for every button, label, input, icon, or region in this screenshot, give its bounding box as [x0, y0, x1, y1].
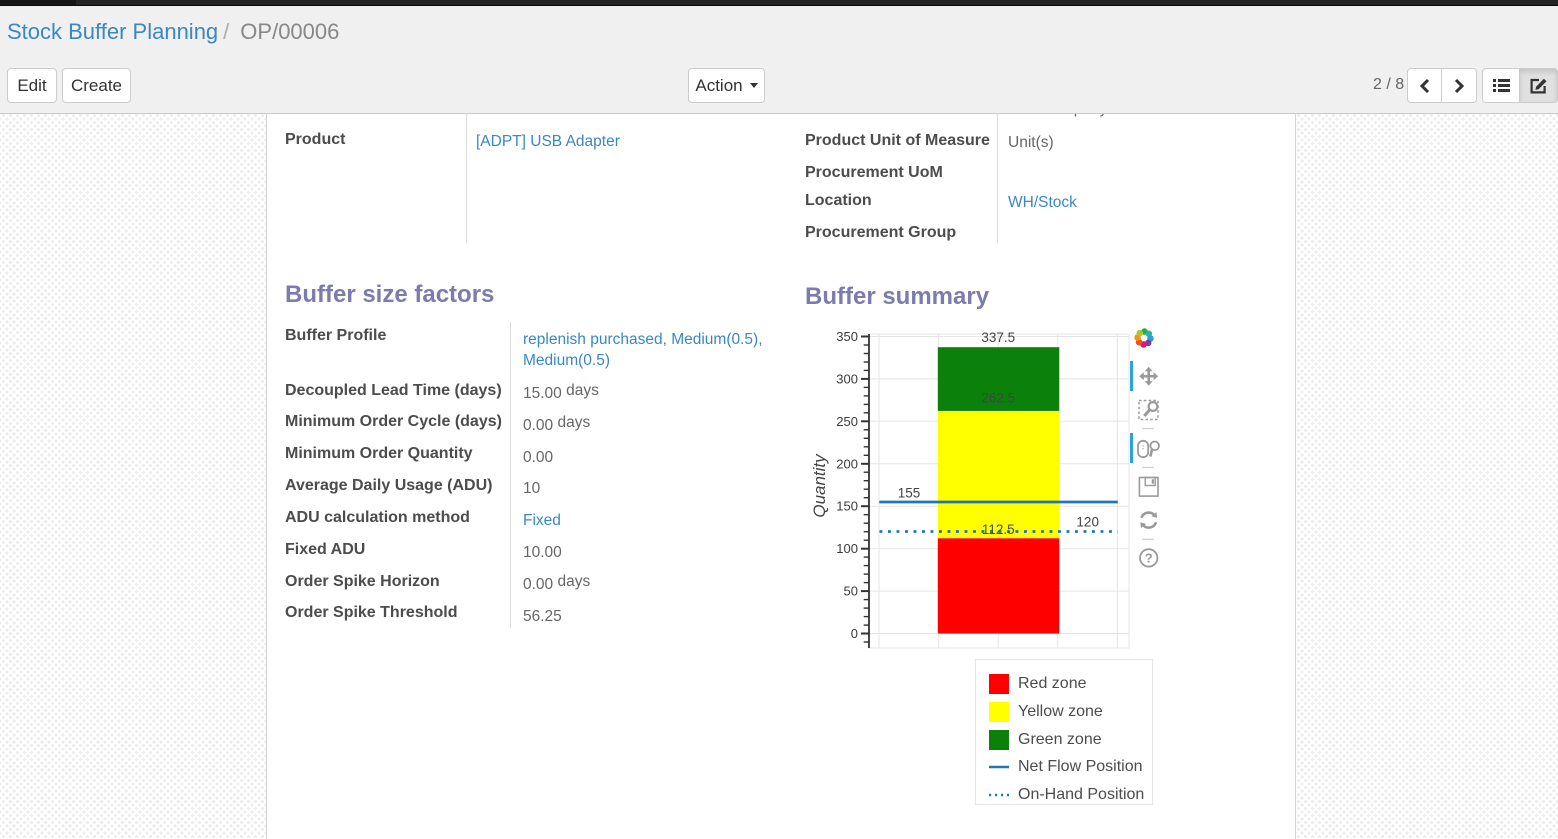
svg-text:Quantity: Quantity [810, 453, 829, 518]
svg-text:155: 155 [898, 486, 921, 501]
svg-text:350: 350 [836, 329, 858, 344]
svg-text:262.5: 262.5 [981, 391, 1015, 406]
svg-text:200: 200 [836, 456, 858, 471]
svg-text:150: 150 [836, 499, 858, 514]
svg-text:120: 120 [1076, 515, 1099, 530]
svg-text:?: ? [1145, 551, 1153, 566]
svg-text:300: 300 [836, 371, 858, 386]
svg-text:250: 250 [836, 414, 858, 429]
svg-text:112.5: 112.5 [982, 522, 1015, 537]
svg-text:337.5: 337.5 [981, 330, 1015, 345]
svg-text:0: 0 [851, 626, 858, 641]
svg-text:50: 50 [844, 584, 858, 599]
svg-text:100: 100 [836, 541, 858, 556]
